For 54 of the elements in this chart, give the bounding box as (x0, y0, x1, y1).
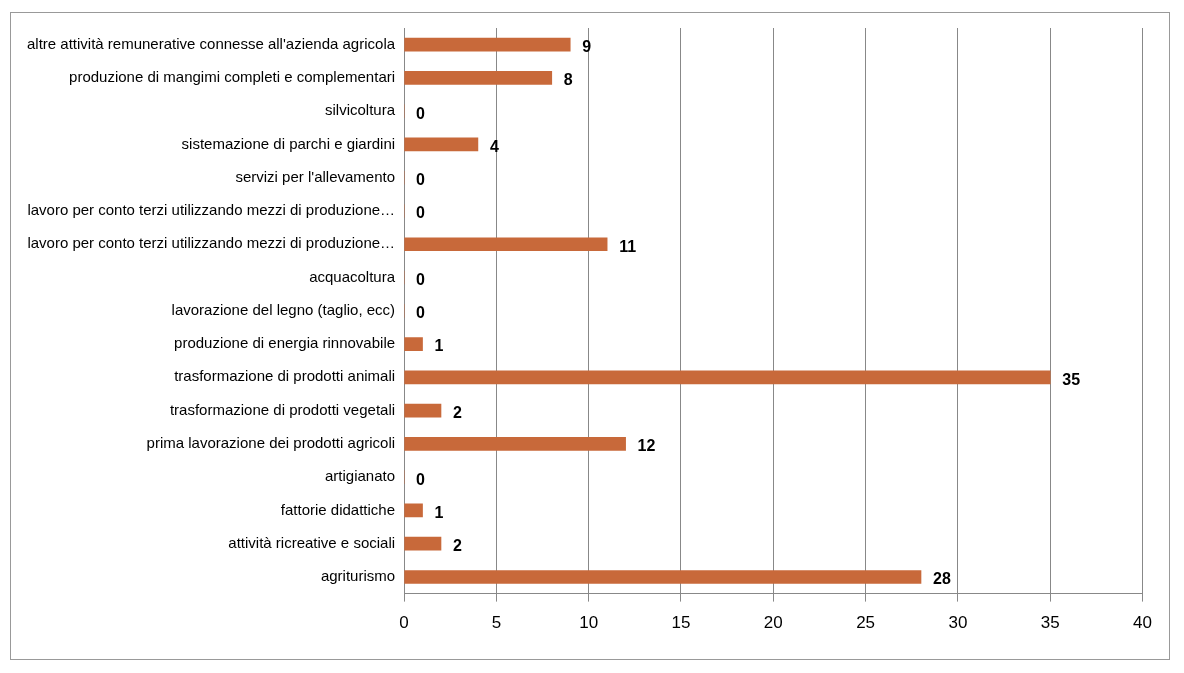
data-label: 0 (416, 304, 426, 322)
y-tick-label: servizi per l'allevamento (235, 167, 396, 185)
bar (404, 570, 922, 584)
y-tick-label: sistemazione di parchi e giardini (181, 134, 396, 152)
data-label: 1 (434, 337, 444, 355)
data-label: 2 (452, 404, 462, 422)
y-tick-label: attività ricreative e sociali (228, 533, 396, 551)
x-tick-label: 40 (1133, 613, 1153, 633)
bar (404, 370, 1051, 385)
y-tick-label: silvicoltura (325, 101, 396, 119)
data-label: 4 (489, 137, 499, 155)
data-label: 11 (619, 237, 637, 255)
y-tick-label: altre attività remunerative connesse all'azienda agricola (26, 34, 396, 52)
data-label: 2 (452, 537, 462, 555)
x-tick-label: 15 (671, 613, 691, 633)
bar (404, 137, 479, 152)
y-tick-label: produzione di energia rinnovabile (174, 334, 396, 352)
x-tick-label: 10 (579, 613, 599, 633)
y-tick-label: agriturismo (320, 567, 396, 585)
bar (404, 403, 442, 418)
y-tick-label: produzione di mangimi completi e complementari (69, 68, 396, 86)
x-tick-label: 0 (399, 613, 409, 633)
data-label: 28 (933, 570, 951, 588)
x-tick-label: 20 (763, 613, 783, 633)
data-label: 0 (416, 171, 426, 189)
bar (404, 37, 571, 52)
y-tick-label: lavoro per conto terzi utilizzando mezzi di produzione… (27, 234, 396, 252)
data-label: 35 (1062, 370, 1081, 388)
data-label: 8 (563, 71, 573, 89)
data-label: 12 (637, 437, 656, 455)
y-tick-label: prima lavorazione dei prodotti agricoli (146, 434, 396, 452)
x-tick-label: 35 (1040, 613, 1060, 633)
data-label: 0 (416, 104, 426, 122)
bar (404, 337, 423, 351)
y-tick-label: fattorie didattiche (280, 500, 396, 518)
bar (404, 503, 423, 518)
data-label: 1 (434, 503, 444, 521)
y-tick-label: acquacoltura (309, 267, 396, 285)
y-tick-label: artigianato (325, 467, 396, 485)
y-tick-label: lavoro per conto terzi utilizzando mezzi di produzione… (27, 201, 396, 219)
bar (404, 71, 553, 85)
x-tick-label: 30 (948, 613, 968, 633)
data-label: 0 (416, 270, 426, 288)
bar (404, 536, 442, 551)
y-tick-label: trasformazione di prodotti vegetali (169, 400, 396, 418)
data-label: 0 (416, 204, 426, 222)
x-tick-label: 5 (491, 613, 502, 633)
y-tick-label: lavorazione del legno (taglio, ecc) (171, 300, 396, 318)
bar (404, 437, 626, 451)
bar (404, 237, 608, 252)
data-label: 9 (582, 38, 592, 56)
data-label: 0 (416, 470, 426, 488)
y-tick-label: trasformazione di prodotti animali (174, 367, 396, 385)
x-tick-label: 25 (856, 613, 876, 633)
